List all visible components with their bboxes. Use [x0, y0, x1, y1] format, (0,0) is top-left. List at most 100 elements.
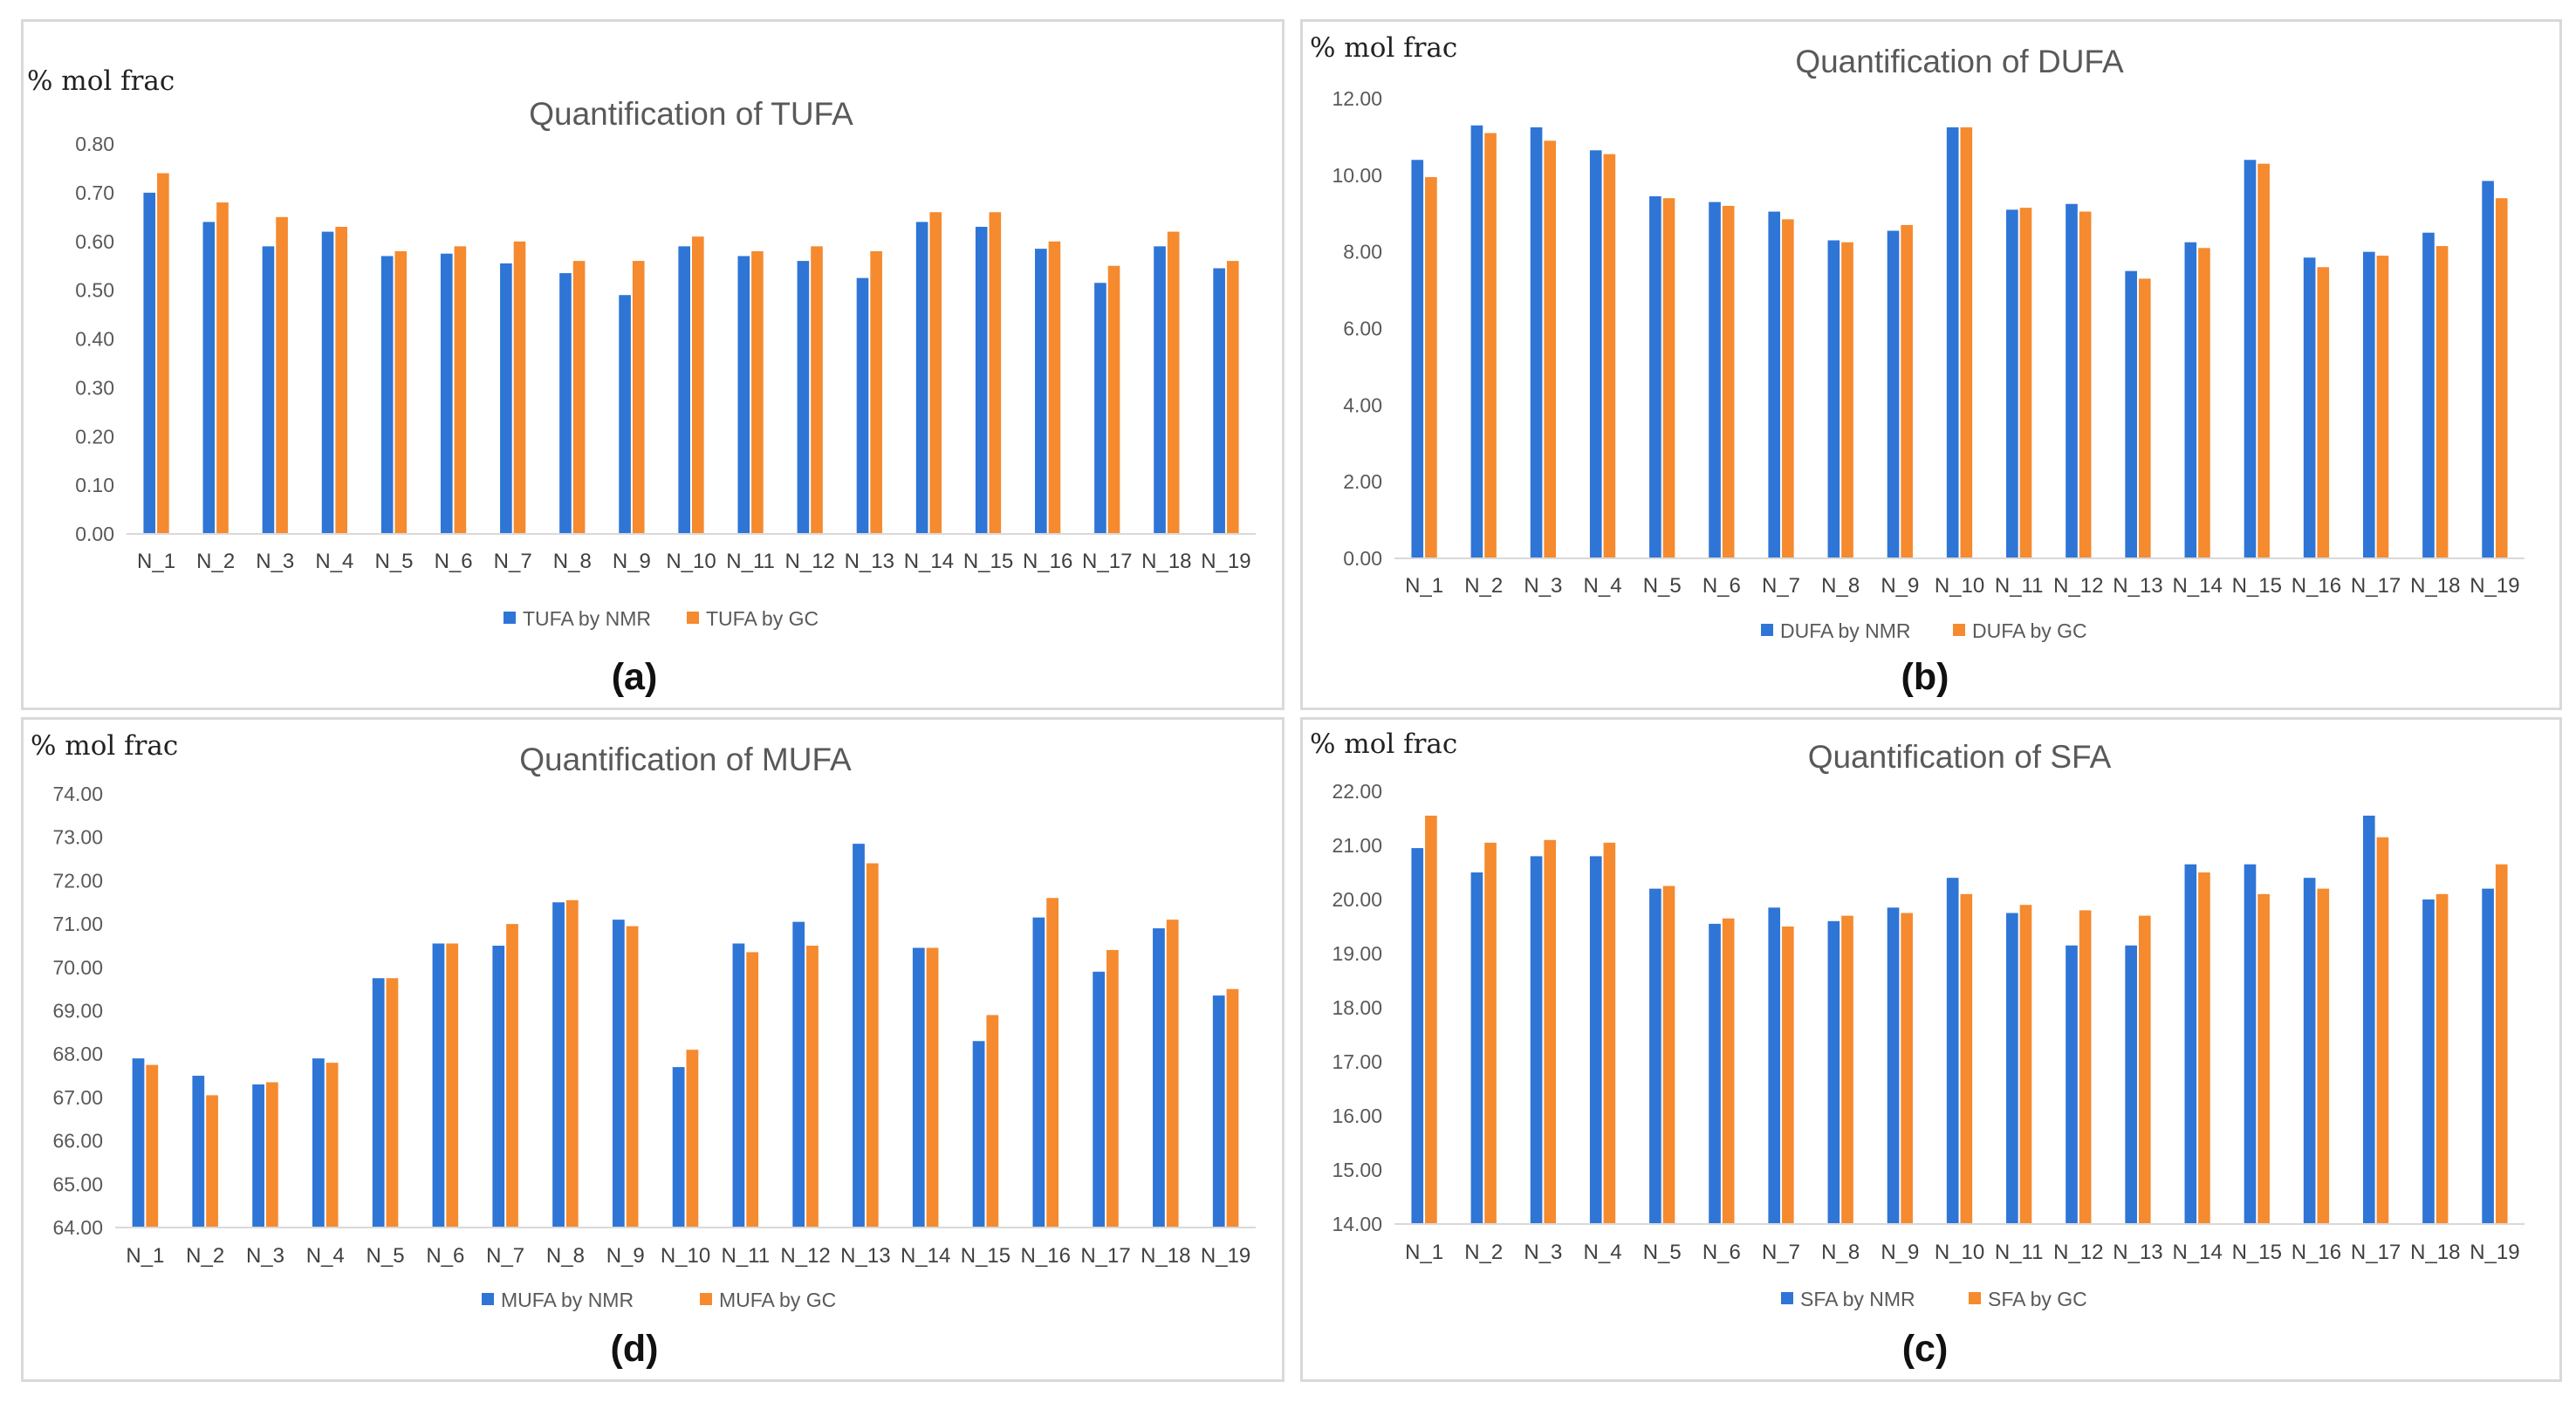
bar-nmr-N_18 — [2422, 232, 2435, 558]
bar-nmr-N_15 — [972, 1041, 985, 1228]
x-tick-label: N_8 — [546, 1244, 585, 1268]
bar-gc-N_4 — [335, 226, 347, 534]
chart-title: Quantification of TUFA — [529, 96, 853, 132]
x-tick-label: N_10 — [666, 550, 716, 573]
y-tick-label: 19.00 — [1332, 942, 1382, 965]
x-tick-label: N_10 — [1935, 1241, 1984, 1264]
y-tick-label: 15.00 — [1332, 1159, 1382, 1181]
bar-nmr-N_1 — [1411, 160, 1424, 558]
x-tick-label: N_11 — [1995, 574, 2044, 598]
chart-svg: % mol frac Quantification of TUFA 0.00 0.10… — [27, 65, 1256, 698]
bar-gc-N_13 — [2138, 278, 2151, 558]
bar-nmr-N_18 — [1153, 928, 1165, 1228]
bar-gc-N_3 — [276, 216, 288, 534]
bar-nmr-N_7 — [492, 945, 505, 1228]
x-tick-label: N_3 — [1524, 1241, 1562, 1264]
bar-gc-N_9 — [626, 926, 639, 1228]
bar-nmr-N_6 — [432, 943, 445, 1228]
x-tick-label: N_6 — [1702, 574, 1741, 598]
y-tick-label: 0.00 — [75, 523, 114, 545]
bar-gc-N_8 — [1841, 915, 1853, 1224]
x-tick-label: N_6 — [1702, 1241, 1741, 1264]
bar-gc-N_18 — [2436, 893, 2449, 1224]
bar-nmr-N_5 — [1649, 888, 1661, 1224]
x-tick-label: N_4 — [306, 1244, 345, 1268]
bar-nmr-N_1 — [143, 192, 156, 534]
x-tick-label: N_9 — [1881, 1241, 1919, 1264]
bar-gc-N_9 — [632, 261, 645, 534]
x-tick-label: N_19 — [1201, 550, 1250, 573]
x-tick-label: N_16 — [1023, 550, 1072, 573]
y-tick-label: 0.80 — [75, 133, 114, 155]
bar-nmr-N_4 — [321, 231, 334, 534]
y-tick-label: 0.20 — [75, 425, 114, 448]
bar-gc-N_17 — [1107, 265, 1120, 534]
bar-nmr-N_16 — [2303, 257, 2316, 558]
bar-gc-N_17 — [2376, 837, 2389, 1224]
y-tick-label: 0.60 — [75, 230, 114, 253]
y-tick-label: 8.00 — [1343, 241, 1382, 263]
bar-gc-N_15 — [2257, 893, 2270, 1224]
bar-gc-N_4 — [1603, 154, 1616, 558]
bar-nmr-N_11 — [732, 943, 745, 1228]
y-tick-label: 0.40 — [75, 328, 114, 351]
x-tick-label: N_8 — [1821, 574, 1860, 598]
bar-nmr-N_3 — [252, 1084, 264, 1228]
chart-title: Quantification of DUFA — [1795, 44, 2124, 79]
bar-gc-N_6 — [446, 943, 459, 1228]
y-tick-label: 16.00 — [1332, 1105, 1382, 1127]
bar-gc-N_3 — [1544, 839, 1557, 1224]
x-tick-label: N_12 — [2053, 574, 2103, 598]
x-tick-label: N_15 — [2232, 1241, 2282, 1264]
bar-gc-N_12 — [2079, 211, 2092, 558]
bar-gc-N_9 — [1901, 913, 1913, 1224]
chart-panel-tufa: % mol frac Quantification of TUFA 0.00 0.10… — [21, 19, 1285, 710]
bar-nmr-N_3 — [262, 246, 275, 534]
bar-nmr-N_15 — [2244, 160, 2257, 558]
legend-label-gc: MUFA by GC — [719, 1289, 836, 1311]
bar-gc-N_2 — [1484, 842, 1497, 1224]
bar-gc-N_19 — [2495, 864, 2508, 1224]
y-axis-label: % mol frac — [27, 65, 175, 97]
bar-gc-N_1 — [146, 1064, 159, 1228]
bar-nmr-N_3 — [1530, 856, 1543, 1224]
bar-nmr-N_5 — [1649, 195, 1661, 559]
y-axis-label: % mol frac — [1310, 32, 1457, 64]
bar-gc-N_17 — [1106, 949, 1119, 1228]
bar-nmr-N_17 — [1093, 971, 1106, 1228]
x-tick-label: N_10 — [1935, 574, 1984, 598]
y-tick-label: 0.70 — [75, 181, 114, 204]
x-tick-label: N_8 — [553, 550, 592, 573]
bar-nmr-N_14 — [2184, 864, 2197, 1224]
bar-gc-N_18 — [2436, 246, 2449, 558]
x-tick-label: N_8 — [1821, 1241, 1860, 1264]
x-tick-label: N_5 — [367, 1244, 405, 1268]
bar-gc-N_7 — [1782, 927, 1794, 1224]
bar-nmr-N_5 — [372, 978, 385, 1228]
bar-nmr-N_9 — [619, 295, 631, 534]
x-tick-label: N_19 — [2470, 1241, 2519, 1264]
bar-nmr-N_11 — [737, 256, 750, 534]
x-tick-label: N_18 — [1141, 1244, 1190, 1268]
y-tick-label: 18.00 — [1332, 996, 1382, 1019]
bar-nmr-N_19 — [1213, 268, 1225, 534]
legend-swatch-nmr — [504, 612, 516, 624]
x-tick-label: N_15 — [2232, 574, 2282, 598]
legend-swatch-gc — [687, 612, 699, 624]
x-tick-label: N_14 — [2172, 1241, 2222, 1264]
y-tick-label: 17.00 — [1332, 1050, 1382, 1073]
panel-label: (a) — [612, 656, 658, 698]
y-tick-label: 0.00 — [1343, 547, 1382, 570]
y-tick-label: 6.00 — [1343, 318, 1382, 340]
bar-gc-N_15 — [2257, 163, 2270, 559]
bar-gc-N_6 — [1722, 918, 1735, 1224]
chart-svg: % mol frac Quantification of SFA 14.00 15.0… — [1310, 728, 2525, 1370]
bar-nmr-N_13 — [853, 844, 865, 1228]
legend-label-gc: DUFA by GC — [1972, 619, 2087, 642]
x-tick-label: N_7 — [1762, 574, 1800, 598]
chart-svg: % mol frac Quantification of DUFA 0.00 2.00… — [1310, 32, 2525, 698]
x-tick-label: N_9 — [1881, 574, 1919, 598]
y-axis-label: % mol frac — [1310, 728, 1457, 760]
bar-gc-N_7 — [513, 241, 526, 534]
x-tick-label: N_18 — [2410, 1241, 2460, 1264]
